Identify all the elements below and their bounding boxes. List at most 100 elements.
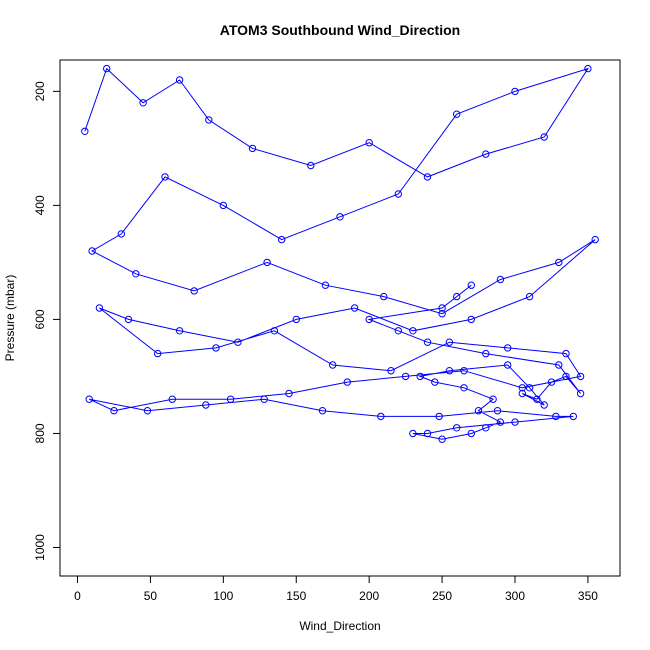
data-point — [260, 395, 268, 403]
data-point — [547, 378, 556, 386]
chart-title: ATOM3 Southbound Wind_Direction — [220, 22, 460, 38]
data-point — [350, 304, 359, 312]
data-point — [445, 367, 454, 375]
data-point — [321, 281, 330, 289]
data-point — [511, 87, 519, 96]
data-point — [438, 304, 446, 312]
data-point — [85, 395, 93, 403]
data-point — [343, 378, 351, 386]
x-tick-label: 50 — [144, 589, 158, 603]
data-point — [496, 275, 505, 284]
x-tick-label: 250 — [432, 589, 452, 603]
data-point — [124, 315, 133, 324]
series-layer — [81, 64, 599, 443]
data-point — [387, 367, 395, 375]
data-point — [482, 349, 490, 358]
data-point — [445, 338, 454, 346]
data-point — [584, 64, 592, 73]
data-point — [394, 327, 402, 335]
data-point — [380, 292, 388, 301]
data-point — [482, 424, 490, 432]
data-point — [423, 173, 432, 181]
y-tick-label: 400 — [33, 195, 47, 215]
x-tick-label: 100 — [213, 589, 233, 603]
data-point — [377, 412, 385, 421]
x-axis: 0 50 100 150 200 250 300 350 — [74, 576, 598, 603]
data-point — [518, 384, 526, 392]
y-tick-label: 600 — [33, 309, 47, 329]
data-point — [88, 247, 96, 255]
series-line — [84, 67, 596, 440]
data-point — [525, 384, 534, 392]
data-point — [482, 150, 490, 158]
data-point — [552, 412, 560, 421]
data-point — [496, 418, 505, 426]
data-point — [431, 378, 439, 386]
data-point — [394, 190, 402, 198]
data-point — [423, 338, 432, 346]
data-point — [460, 367, 468, 375]
data-point — [219, 201, 228, 210]
data-point — [132, 270, 140, 278]
data-point — [175, 327, 184, 335]
x-tick-label: 300 — [505, 589, 525, 603]
data-point — [460, 384, 468, 392]
data-point — [248, 144, 257, 153]
data-point — [212, 344, 220, 352]
x-tick-label: 0 — [74, 589, 81, 603]
x-axis-label: Wind_Direction — [299, 619, 380, 633]
y-axis-label: Pressure (mbar) — [3, 275, 17, 362]
data-point — [103, 64, 111, 73]
data-point — [190, 287, 198, 295]
data-point — [493, 407, 502, 415]
data-point — [117, 230, 126, 238]
data-point — [292, 315, 300, 324]
data-point — [569, 412, 577, 421]
data-point — [336, 213, 344, 221]
data-point — [234, 338, 242, 346]
plot-frame — [59, 59, 621, 577]
data-point — [365, 315, 373, 324]
data-point — [205, 116, 213, 124]
data-point — [143, 407, 152, 415]
data-point — [518, 389, 526, 398]
data-point — [467, 315, 475, 324]
y-tick-label: 800 — [33, 423, 47, 443]
data-point — [226, 395, 235, 403]
data-point — [168, 395, 177, 403]
data-point — [467, 429, 475, 438]
data-point — [540, 133, 548, 141]
data-point — [285, 389, 293, 398]
data-point — [81, 127, 89, 136]
data-point — [365, 139, 373, 147]
data-point — [467, 281, 475, 289]
data-point — [525, 292, 534, 301]
data-point — [139, 99, 147, 107]
data-point — [401, 372, 410, 381]
data-point — [504, 361, 512, 369]
y-tick-label: 1000 — [33, 534, 47, 561]
data-point — [416, 372, 424, 381]
x-tick-label: 350 — [578, 589, 598, 603]
data-point — [409, 327, 417, 335]
data-point — [453, 110, 461, 118]
x-tick-label: 150 — [286, 589, 306, 603]
data-point — [576, 389, 585, 398]
data-point — [154, 349, 162, 358]
data-point — [489, 395, 497, 403]
data-point — [533, 395, 541, 403]
data-point — [423, 429, 432, 438]
data-point — [202, 401, 210, 409]
data-point — [318, 407, 327, 415]
data-point — [576, 372, 585, 381]
data-point — [307, 161, 315, 170]
data-point — [453, 424, 461, 432]
data-point — [161, 173, 169, 181]
data-point — [409, 429, 417, 438]
data-point — [540, 401, 548, 409]
y-tick-label: 200 — [33, 81, 47, 101]
data-point — [438, 310, 446, 318]
data-point — [278, 235, 286, 244]
data-point — [591, 235, 599, 244]
